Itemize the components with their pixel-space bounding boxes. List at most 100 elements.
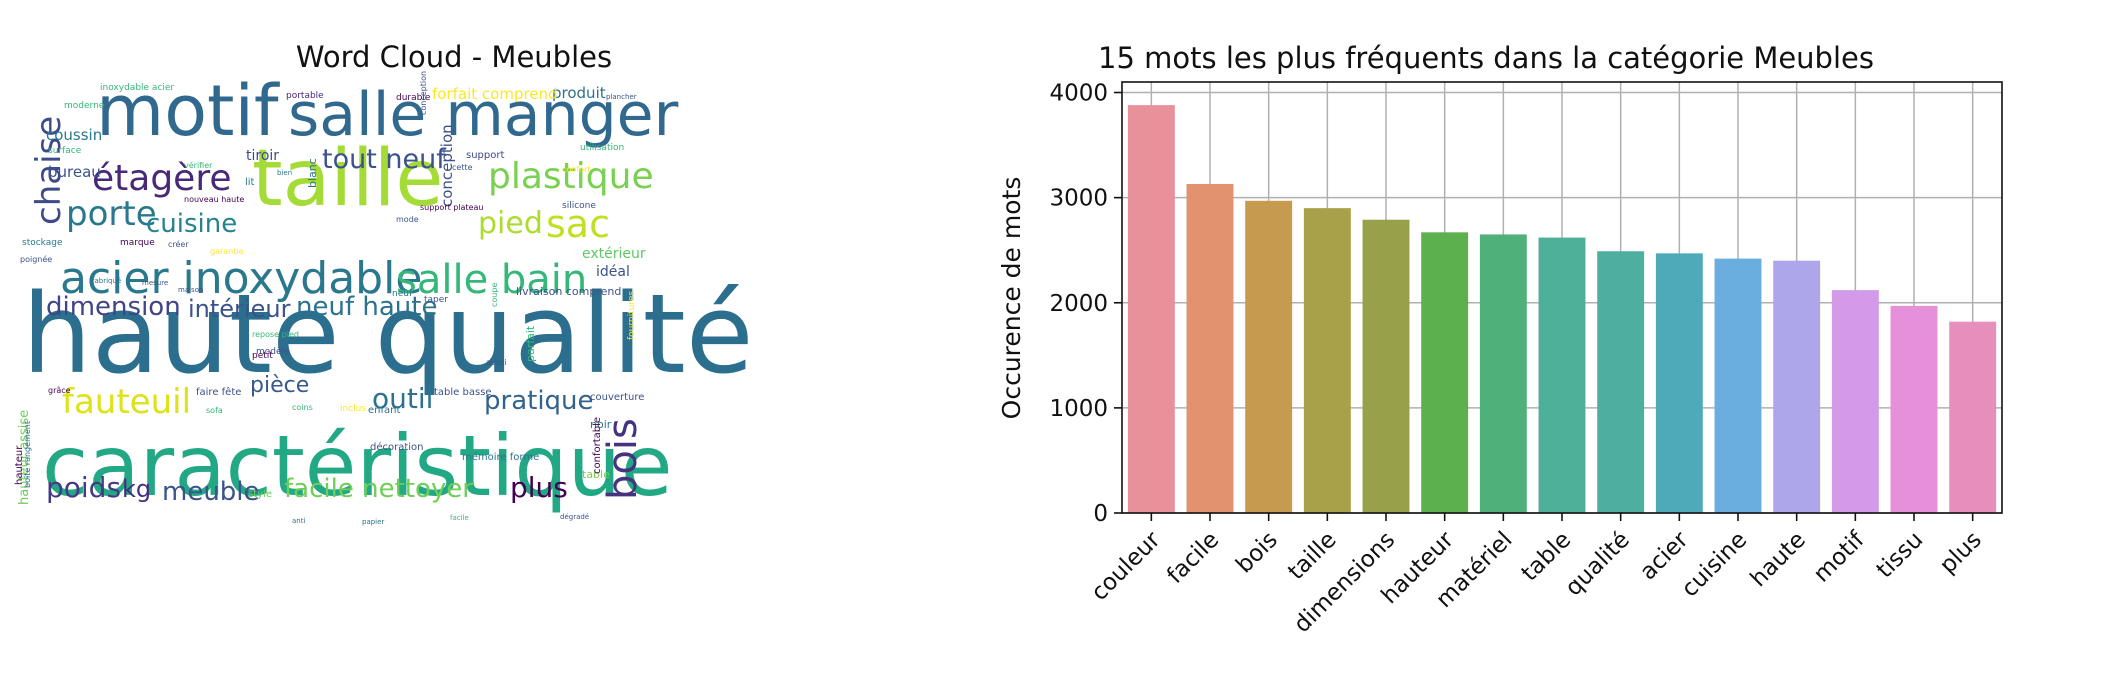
word-cloud-word: dimension <box>46 292 181 322</box>
word-cloud-word: sofa <box>206 406 223 415</box>
word-cloud-word: couverture <box>590 392 644 403</box>
word-cloud-word: étagère <box>92 158 231 199</box>
word-cloud-word: aussi <box>486 358 507 367</box>
word-cloud-word: dégradé <box>560 513 589 521</box>
bar-taille <box>1303 208 1351 513</box>
word-cloud-word: conception <box>419 71 428 115</box>
word-cloud-word: plastique <box>488 156 654 197</box>
bar-cuisine <box>1714 258 1762 513</box>
word-cloud-word: coins <box>292 403 313 412</box>
word-cloud-word: haute qualité <box>22 270 754 398</box>
word-cloud-word: taper <box>424 295 448 305</box>
x-tick-label: tissu <box>1872 527 1929 584</box>
y-axis-label: Occurence de mots <box>997 177 1026 420</box>
bar-facile <box>1186 183 1234 513</box>
word-cloud-word: table basse <box>434 387 492 398</box>
word-cloud-word: facile <box>450 514 469 522</box>
word-cloud-word: vérifier <box>184 160 213 170</box>
word-cloud-word: pied <box>478 206 543 241</box>
word-cloud-word: cette <box>452 163 473 172</box>
word-cloud-word: neuf haute <box>296 292 437 322</box>
y-tick-label: 3000 <box>1049 186 1108 212</box>
word-cloud-word: faire fête <box>196 386 241 398</box>
word-cloud-word: silicone <box>562 201 596 211</box>
bar-dimensions <box>1362 219 1410 513</box>
y-tick-label: 0 <box>1093 501 1108 527</box>
word-cloud-word: mode <box>396 215 419 224</box>
word-cloud-word: moderne <box>64 101 105 111</box>
x-tick-label: haute <box>1746 527 1811 592</box>
word-cloud-word: support <box>466 150 504 161</box>
chart-title: 15 mots les plus fréquents dans la catég… <box>1098 41 1874 75</box>
word-cloud-word: petit <box>252 351 273 361</box>
bar-table <box>1538 237 1586 513</box>
word-cloud-word: inoxydable acier <box>100 83 174 93</box>
word-cloud-title: Word Cloud - Meubles <box>295 40 613 74</box>
bar-acier <box>1655 253 1703 513</box>
word-cloud-word: boîte rangement <box>23 421 32 488</box>
word-cloud-word: hauteur assise <box>17 410 32 505</box>
word-cloud-word: support plateau <box>420 203 484 212</box>
word-cloud-word: cuisine <box>146 209 237 239</box>
word-cloud-word: tout neuf <box>322 144 447 175</box>
word-cloud-word: pratique <box>484 386 594 416</box>
bar-tissu <box>1890 305 1938 513</box>
word-cloud-word: produit <box>552 84 606 102</box>
word-cloud-word: salle manger <box>288 80 679 150</box>
word-cloud-word: table <box>582 468 610 481</box>
word-cloud-word: extérieur <box>582 246 646 262</box>
word-cloud-word: nouveau haute <box>184 195 244 204</box>
word-cloud-word: sac <box>546 202 610 246</box>
word-cloud-word: modèle <box>256 346 290 357</box>
word-cloud-word: portable <box>286 91 324 101</box>
word-cloud-word: chaise <box>29 116 69 225</box>
x-tick-label: facile <box>1162 527 1224 589</box>
word-cloud-word: utilisation <box>580 143 624 153</box>
word-cloud-word: bien <box>277 169 292 177</box>
word-cloud-word: mémoire forme <box>462 451 539 463</box>
word-cloud-word: parfait <box>524 325 537 362</box>
word-cloud-word: livraison comprend <box>516 285 621 298</box>
y-tick-label: 1000 <box>1049 396 1108 422</box>
word-cloud-word: acier inoxydable <box>60 253 422 304</box>
word-cloud-word: style <box>248 489 272 500</box>
word-cloud-panel: Word Cloud - Meubles haute qualité caract… <box>0 0 900 678</box>
word-cloud-word: blanc <box>306 158 319 188</box>
x-tick-label: motif <box>1809 526 1870 587</box>
word-cloud-word: anti <box>292 517 305 525</box>
word-cloud-word: bureau <box>48 163 101 181</box>
word-cloud-word: mesure <box>142 279 168 287</box>
bar-bois <box>1245 200 1293 513</box>
word-cloud-word: fabriqué <box>92 277 121 285</box>
bar-couleur <box>1127 105 1175 513</box>
word-cloud-word: grâce <box>48 386 71 395</box>
bar-hauteur <box>1421 232 1469 513</box>
word-cloud-word: salle bain <box>396 257 587 303</box>
word-cloud-word: pièce <box>250 373 309 398</box>
word-cloud-word: coussin <box>46 126 102 144</box>
word-cloud-word: facile nettoyer <box>284 474 473 504</box>
word-cloud-word: inclus <box>340 404 366 414</box>
bar-chart: 15 mots les plus fréquents dans la catég… <box>997 41 2003 638</box>
word-cloud-word: poignée <box>20 254 52 264</box>
word-cloud-word: hauteur <box>14 445 25 485</box>
word-cloud-word: forfait comprend <box>432 85 558 103</box>
word-cloud-word: créer <box>168 239 189 249</box>
word-cloud-word: surface <box>48 146 82 156</box>
word-cloud-word: coupe <box>490 283 499 307</box>
bar-haute <box>1773 260 1821 513</box>
y-tick-label: 4000 <box>1049 81 1108 107</box>
word-cloud-word: durable <box>396 93 431 103</box>
word-cloud-word: confortable <box>592 417 603 474</box>
x-tick-label: plus <box>1935 527 1987 579</box>
bars <box>1127 105 1997 514</box>
x-tick-label: qualité <box>1560 527 1634 601</box>
word-cloud-word: noir <box>590 418 612 431</box>
bar-matériel <box>1479 234 1527 514</box>
word-cloud-word: fournitures <box>627 291 637 340</box>
word-cloud-word: marque <box>120 238 155 248</box>
word-cloud-word: meuble <box>162 477 260 507</box>
word-cloud-word: bois <box>600 418 646 500</box>
